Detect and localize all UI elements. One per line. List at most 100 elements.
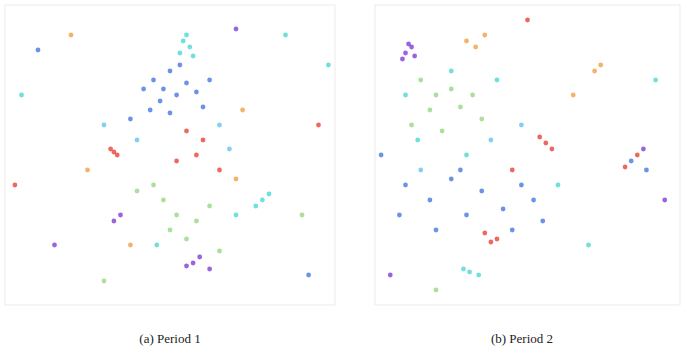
point: [464, 213, 469, 218]
point: [482, 33, 487, 38]
point: [470, 93, 475, 98]
point: [128, 243, 133, 248]
point: [128, 117, 133, 122]
point: [217, 168, 222, 173]
point: [227, 147, 232, 152]
point: [571, 93, 576, 98]
point: [178, 63, 183, 68]
point: [260, 198, 265, 203]
point: [464, 153, 469, 158]
point: [234, 213, 239, 218]
point: [52, 243, 57, 248]
point: [326, 63, 331, 68]
point: [403, 183, 408, 188]
point: [434, 288, 439, 293]
point: [598, 63, 603, 68]
point: [267, 192, 272, 197]
point: [184, 33, 189, 38]
point: [234, 27, 239, 32]
point: [543, 141, 548, 146]
point: [207, 78, 212, 83]
point: [641, 147, 646, 152]
point: [168, 69, 173, 74]
point: [525, 18, 530, 23]
point: [412, 54, 417, 59]
point: [418, 78, 423, 83]
point: [184, 129, 189, 134]
point: [449, 87, 454, 92]
point: [476, 273, 481, 278]
point: [403, 51, 408, 56]
point: [586, 243, 591, 248]
point: [207, 267, 212, 272]
point: [207, 204, 212, 209]
point: [635, 153, 640, 158]
point: [217, 249, 222, 254]
point: [184, 264, 189, 269]
point: [184, 237, 189, 242]
point: [161, 198, 166, 203]
point: [191, 54, 196, 59]
point: [409, 123, 414, 128]
point: [473, 45, 478, 50]
point: [495, 78, 500, 83]
points: [13, 27, 331, 284]
point: [397, 213, 402, 218]
point: [102, 123, 107, 128]
point: [550, 147, 555, 152]
point: [495, 237, 500, 242]
point: [644, 168, 649, 173]
point: [168, 228, 173, 233]
point: [217, 123, 222, 128]
point: [108, 147, 113, 152]
point: [151, 183, 156, 188]
point: [479, 117, 484, 122]
point: [85, 168, 90, 173]
point: [158, 99, 163, 104]
point: [161, 87, 166, 92]
points: [379, 18, 667, 293]
point: [501, 207, 506, 212]
point: [174, 93, 179, 98]
point: [184, 81, 189, 86]
point: [489, 138, 494, 143]
point: [519, 183, 524, 188]
point: [449, 69, 454, 74]
point: [135, 138, 140, 143]
caption: (b) Period 2: [491, 331, 553, 346]
point: [403, 93, 408, 98]
point: [449, 177, 454, 182]
point: [197, 255, 202, 260]
point: [388, 273, 393, 278]
point: [115, 153, 120, 158]
point: [187, 45, 192, 50]
point: [181, 39, 186, 44]
point: [13, 183, 18, 188]
point: [458, 168, 463, 173]
point: [234, 177, 239, 182]
caption: (a) Period 1: [139, 331, 200, 346]
point: [379, 153, 384, 158]
point: [629, 159, 634, 164]
point: [556, 183, 561, 188]
point: [141, 87, 146, 92]
point: [201, 138, 206, 143]
point: [510, 228, 515, 233]
point: [428, 108, 433, 113]
point: [178, 51, 183, 56]
point: [201, 105, 206, 110]
point: [623, 165, 628, 170]
point: [489, 240, 494, 245]
point: [482, 231, 487, 236]
figure: (a) Period 1 (b) Period 2: [0, 0, 685, 362]
point: [135, 189, 140, 194]
point: [102, 279, 107, 284]
point: [428, 198, 433, 203]
point: [191, 261, 196, 266]
point: [434, 93, 439, 98]
point: [458, 105, 463, 110]
point: [283, 33, 288, 38]
point: [461, 267, 466, 272]
point: [406, 42, 411, 47]
plot-frame: [375, 5, 680, 305]
